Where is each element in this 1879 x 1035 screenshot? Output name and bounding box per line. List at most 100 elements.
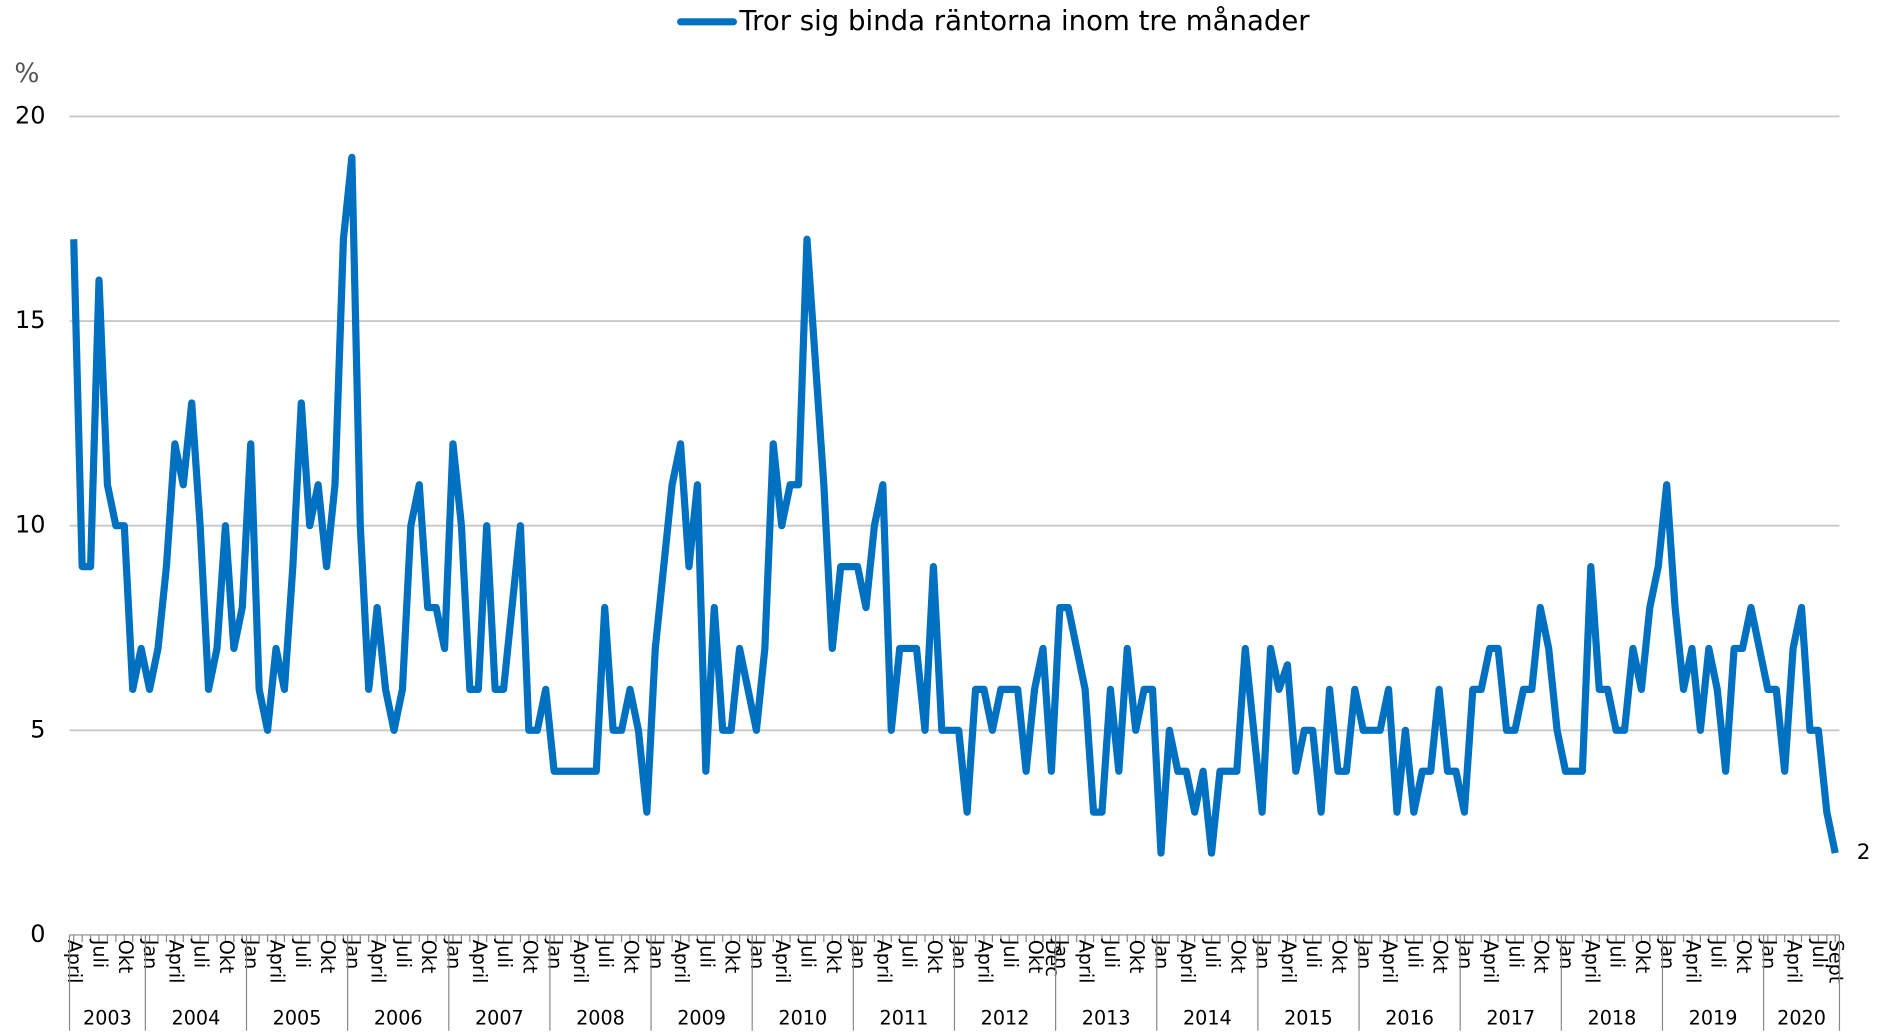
year-label: 2008 bbox=[576, 1006, 625, 1029]
year-label: 2019 bbox=[1689, 1006, 1738, 1029]
x-tick-label: Jan bbox=[1454, 939, 1477, 970]
x-tick-label: Jan bbox=[1656, 939, 1679, 970]
x-tick-label: Juli bbox=[796, 939, 819, 968]
x-tick-label: Dec bbox=[1041, 940, 1064, 977]
x-tick-label: Okt bbox=[518, 940, 541, 974]
year-label: 2011 bbox=[880, 1006, 929, 1029]
x-tick-label: April bbox=[1277, 940, 1300, 984]
x-tick-label: Juli bbox=[89, 939, 112, 968]
y-tick-label: 20 bbox=[15, 101, 45, 129]
x-tick-label: April bbox=[670, 940, 693, 984]
x-tick-label: Juli bbox=[695, 939, 718, 968]
x-tick-label: April bbox=[1783, 940, 1806, 984]
x-tick-label: April bbox=[1075, 940, 1098, 984]
year-label: 2017 bbox=[1486, 1006, 1535, 1029]
x-tick-label: Okt bbox=[1530, 940, 1553, 974]
year-label: 2015 bbox=[1284, 1006, 1333, 1029]
x-tick-label: Juli bbox=[1403, 939, 1426, 968]
x-tick-label: Okt bbox=[923, 940, 946, 974]
x-tick-label: Juli bbox=[291, 939, 314, 968]
x-tick-label: Juli bbox=[1100, 939, 1123, 968]
x-tick-label: Jan bbox=[1353, 939, 1376, 970]
x-tick-label: Okt bbox=[619, 940, 642, 974]
y-tick-label: 0 bbox=[30, 920, 45, 948]
x-tick-label: Juli bbox=[1201, 939, 1224, 968]
legend-label: Tror sig binda räntorna inom tre månader bbox=[738, 4, 1310, 37]
x-tick-label: April bbox=[1681, 940, 1704, 984]
x-tick-label: Juli bbox=[1504, 939, 1527, 968]
year-label: 2013 bbox=[1082, 1006, 1131, 1029]
x-tick-label: April bbox=[164, 940, 187, 984]
x-tick-label: Jan bbox=[746, 939, 769, 970]
x-tick-label: Okt bbox=[316, 940, 339, 974]
year-label: 2016 bbox=[1385, 1006, 1434, 1029]
x-tick-label: April bbox=[771, 940, 794, 984]
x-tick-label: April bbox=[1176, 940, 1199, 984]
x-tick-label: Okt bbox=[1125, 940, 1148, 974]
x-tick-label: Juli bbox=[493, 939, 516, 968]
x-tick-label: Jan bbox=[645, 939, 668, 970]
x-tick-label: April bbox=[569, 940, 592, 984]
end-value-label: 2 bbox=[1857, 840, 1871, 865]
x-tick-label: April bbox=[63, 940, 86, 984]
x-tick-label: Okt bbox=[1327, 940, 1350, 974]
x-tick-label: Juli bbox=[594, 939, 617, 968]
x-tick-label: Okt bbox=[215, 940, 238, 974]
x-tick-label: Juli bbox=[898, 939, 921, 968]
x-tick-label: Jan bbox=[1555, 939, 1578, 970]
y-axis-label: % bbox=[14, 59, 39, 89]
x-tick-label: Jan bbox=[948, 939, 971, 970]
x-tick-label: April bbox=[973, 940, 996, 984]
x-tick-label: April bbox=[1580, 940, 1603, 984]
x-tick-label: Juli bbox=[999, 939, 1022, 968]
x-tick-label: Juli bbox=[1707, 939, 1730, 968]
x-tick-label: Jan bbox=[139, 939, 162, 970]
year-label: 2003 bbox=[83, 1006, 132, 1029]
year-label: 2005 bbox=[273, 1006, 322, 1029]
x-tick-label: Juli bbox=[1808, 939, 1831, 968]
x-tick-label: April bbox=[1479, 940, 1502, 984]
x-tick-label: Jan bbox=[544, 939, 567, 970]
x-tick-label: Okt bbox=[417, 940, 440, 974]
x-tick-label: Juli bbox=[1606, 939, 1629, 968]
year-label: 2006 bbox=[374, 1006, 423, 1029]
x-tick-label: Jan bbox=[1049, 939, 1072, 970]
x-tick-label: Okt bbox=[721, 940, 744, 974]
year-label: 2007 bbox=[475, 1006, 524, 1029]
x-tick-label: Juli bbox=[1302, 939, 1325, 968]
x-tick-label: Juli bbox=[392, 939, 415, 968]
x-tick-label: Okt bbox=[1631, 940, 1654, 974]
year-label: 2010 bbox=[778, 1006, 827, 1029]
year-label: 2018 bbox=[1588, 1006, 1637, 1029]
x-tick-label: Jan bbox=[1252, 939, 1275, 970]
x-tick-label: Jan bbox=[1150, 939, 1173, 970]
y-tick-label: 10 bbox=[15, 511, 45, 539]
y-tick-label: 5 bbox=[30, 715, 45, 743]
x-tick-label: Jan bbox=[1757, 939, 1780, 970]
x-tick-label: Okt bbox=[822, 940, 845, 974]
x-tick-label: Sept bbox=[1825, 940, 1848, 984]
x-tick-label: Jan bbox=[240, 939, 263, 970]
x-tick-label: Okt bbox=[1024, 940, 1047, 974]
year-label: 2020 bbox=[1777, 1006, 1826, 1029]
x-tick-label: Okt bbox=[114, 940, 137, 974]
year-label: 2004 bbox=[172, 1006, 221, 1029]
x-tick-label: April bbox=[265, 940, 288, 984]
x-tick-label: April bbox=[1378, 940, 1401, 984]
x-tick-label: Okt bbox=[1226, 940, 1249, 974]
x-tick-label: Jan bbox=[442, 939, 465, 970]
series-line bbox=[70, 153, 1839, 857]
y-tick-label: 15 bbox=[15, 306, 45, 334]
x-tick-label: Juli bbox=[190, 939, 213, 968]
year-label: 2014 bbox=[1183, 1006, 1232, 1029]
x-tick-label: Okt bbox=[1732, 940, 1755, 974]
x-tick-label: Okt bbox=[1429, 940, 1452, 974]
x-tick-label: Jan bbox=[847, 939, 870, 970]
x-tick-label: Jan bbox=[341, 939, 364, 970]
x-tick-label: April bbox=[367, 940, 390, 984]
x-tick-label: April bbox=[872, 940, 895, 984]
year-label: 2009 bbox=[677, 1006, 726, 1029]
x-tick-label: April bbox=[468, 940, 491, 984]
